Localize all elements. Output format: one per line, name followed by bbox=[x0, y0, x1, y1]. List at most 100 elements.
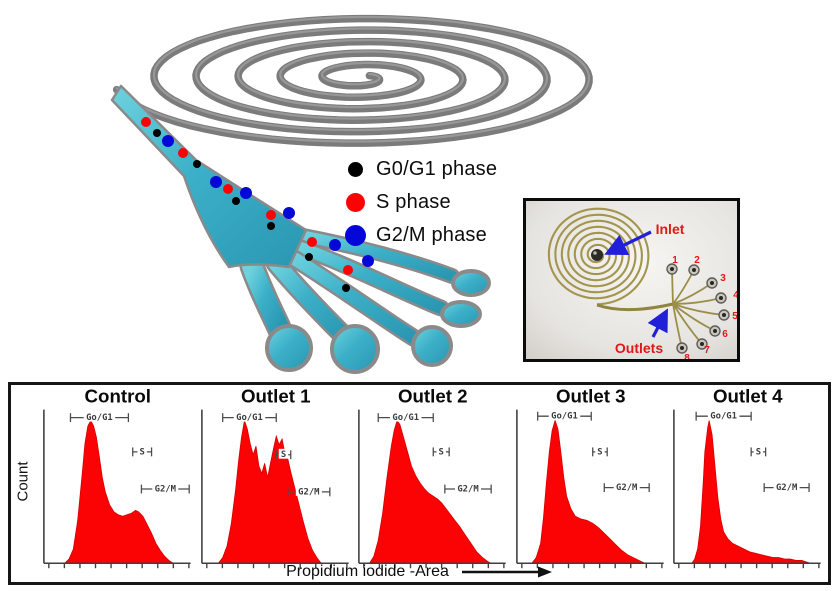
gate-bracket-s: S bbox=[432, 445, 451, 457]
gate-label: S bbox=[280, 450, 285, 460]
gate-bracket-gog1: Go/G1 bbox=[536, 410, 592, 422]
y-axis-label: Count bbox=[14, 461, 32, 502]
x-axis-label: Propidium iodide -Area bbox=[286, 562, 449, 580]
legend-label: G0/G1 phase bbox=[376, 158, 498, 180]
gate-label: S bbox=[597, 447, 602, 457]
gate-label: G2/M bbox=[155, 484, 176, 494]
histogram-outlet-4: Outlet 4 Go/G1 S G2/M bbox=[673, 386, 822, 569]
gate-bracket-g2m: G2/M bbox=[603, 481, 650, 493]
legend-item-g0g1: G0/G1 phase bbox=[334, 153, 497, 186]
histogram-panel: Count Control Go/G1 S G2/M Outlet 1 Go/G1 S G2/… bbox=[8, 382, 831, 585]
gate-label: Go/G1 bbox=[86, 413, 113, 423]
histogram-title: Outlet 4 bbox=[713, 386, 783, 407]
photo-outlet-fitting-center bbox=[710, 281, 714, 285]
histogram-curve bbox=[369, 419, 492, 564]
gate-bracket-gog1: Go/G1 bbox=[377, 411, 435, 423]
photo-inlet-port bbox=[591, 249, 603, 261]
gate-label: S bbox=[439, 447, 444, 457]
histogram-curve bbox=[691, 420, 812, 564]
histogram-title: Outlet 2 bbox=[398, 386, 468, 407]
gate-bracket-s: S bbox=[591, 445, 608, 457]
gate-bracket-g2m: G2/M bbox=[140, 483, 190, 494]
legend-dot-s-icon bbox=[345, 193, 365, 212]
cell-dot-g0g1 bbox=[153, 129, 161, 137]
histogram-curve bbox=[217, 420, 322, 564]
histogram-title: Outlet 3 bbox=[556, 386, 626, 407]
inlet-arrow bbox=[604, 230, 652, 256]
legend-label: S phase bbox=[376, 191, 451, 213]
gate-label: G2/M bbox=[298, 487, 319, 497]
histogram-control: Control Go/G1 S G2/M bbox=[43, 386, 191, 569]
gate-label: S bbox=[139, 447, 144, 457]
photo-outlet-number-1: 1 bbox=[672, 255, 678, 266]
outlets-label: Outlets bbox=[615, 340, 663, 356]
cell-dot-g0g1 bbox=[193, 160, 201, 168]
histogram-curve bbox=[530, 419, 645, 564]
photo-background bbox=[526, 201, 737, 359]
gate-label: G2/M bbox=[776, 483, 797, 493]
cell-dot-s bbox=[266, 210, 276, 220]
photo-inlet-highlight bbox=[593, 251, 597, 255]
photo-outlet-fitting-center bbox=[680, 346, 684, 350]
cell-dot-s bbox=[223, 184, 233, 194]
gate-label: G2/M bbox=[458, 484, 479, 494]
photo-outlet-number-4: 4 bbox=[733, 290, 737, 301]
photo-outlet-number-8: 8 bbox=[684, 353, 690, 359]
cell-dot-s bbox=[343, 265, 353, 275]
photo-outlet-trunk bbox=[596, 302, 674, 312]
photo-outlet-fitting-center bbox=[692, 268, 696, 272]
x-axis-arrow-icon bbox=[461, 566, 552, 577]
x-axis-row: Propidium iodide -Area bbox=[11, 562, 828, 581]
photo-outlet-fitting-center bbox=[722, 313, 726, 317]
histogram-plots: Control Go/G1 S G2/M Outlet 1 Go/G1 S G2/M Outle… bbox=[37, 386, 825, 581]
gate-label: Go/G1 bbox=[393, 413, 420, 423]
gate-bracket-g2m: G2/M bbox=[763, 481, 811, 493]
outlets-arrow bbox=[647, 308, 668, 338]
photo-spiral-channel bbox=[547, 207, 650, 306]
inlet-label: Inlet bbox=[656, 221, 685, 237]
cell-dot-g2m bbox=[210, 176, 222, 188]
legend-dot-g0g1-icon bbox=[347, 162, 363, 177]
cell-dot-g0g1 bbox=[232, 197, 240, 205]
cell-dot-g2m bbox=[362, 255, 374, 267]
gate-bracket-gog1: Go/G1 bbox=[221, 411, 277, 423]
gate-bracket-s: S bbox=[275, 448, 291, 460]
cell-dot-g2m bbox=[240, 187, 252, 199]
cell-dot-g2m bbox=[329, 239, 341, 251]
cell-dot-s bbox=[141, 117, 151, 127]
legend-item-g2m: G2/M phase bbox=[334, 219, 497, 252]
gate-bracket-g2m: G2/M bbox=[286, 485, 331, 497]
cell-dots bbox=[141, 117, 374, 292]
photo-outlet-fitting-center bbox=[670, 267, 674, 271]
spiral-channel bbox=[112, 14, 593, 147]
histogram-curve bbox=[63, 419, 175, 564]
photo-outlet-fitting-center bbox=[713, 329, 717, 333]
photo-outlet-number-7: 7 bbox=[704, 345, 710, 356]
gate-label: S bbox=[756, 447, 761, 457]
gate-label: Go/G1 bbox=[551, 412, 578, 422]
legend-label: G2/M phase bbox=[376, 224, 487, 246]
cell-dot-g2m bbox=[162, 135, 174, 147]
cell-dot-s bbox=[178, 148, 188, 158]
legend-item-s: S phase bbox=[334, 186, 497, 219]
cell-dot-g0g1 bbox=[342, 284, 350, 292]
gate-bracket-g2m: G2/M bbox=[444, 483, 493, 494]
gate-bracket-s: S bbox=[750, 445, 767, 457]
cell-dot-g0g1 bbox=[267, 222, 275, 230]
photo-outlet-fitting-center bbox=[719, 296, 723, 300]
gate-label: Go/G1 bbox=[236, 413, 263, 423]
photo-outlet-fitting-center bbox=[700, 342, 704, 346]
histogram-outlet-3: Outlet 3 Go/G1 S G2/M bbox=[515, 386, 664, 569]
cell-dot-g0g1 bbox=[305, 253, 313, 261]
photo-outlet-number-3: 3 bbox=[720, 273, 726, 284]
histogram-outlet-2: Outlet 2 Go/G1 S G2/M bbox=[358, 386, 506, 569]
photo-outlet-number-2: 2 bbox=[694, 255, 700, 266]
photo-outlet-number-6: 6 bbox=[722, 329, 728, 340]
histogram-title: Control bbox=[85, 386, 151, 407]
outlet-fan-channels bbox=[239, 228, 491, 374]
photo-outlet-number-5: 5 bbox=[732, 311, 737, 322]
legend-dot-g2m-icon bbox=[344, 225, 366, 246]
spiral-device-schematic bbox=[110, 14, 593, 374]
